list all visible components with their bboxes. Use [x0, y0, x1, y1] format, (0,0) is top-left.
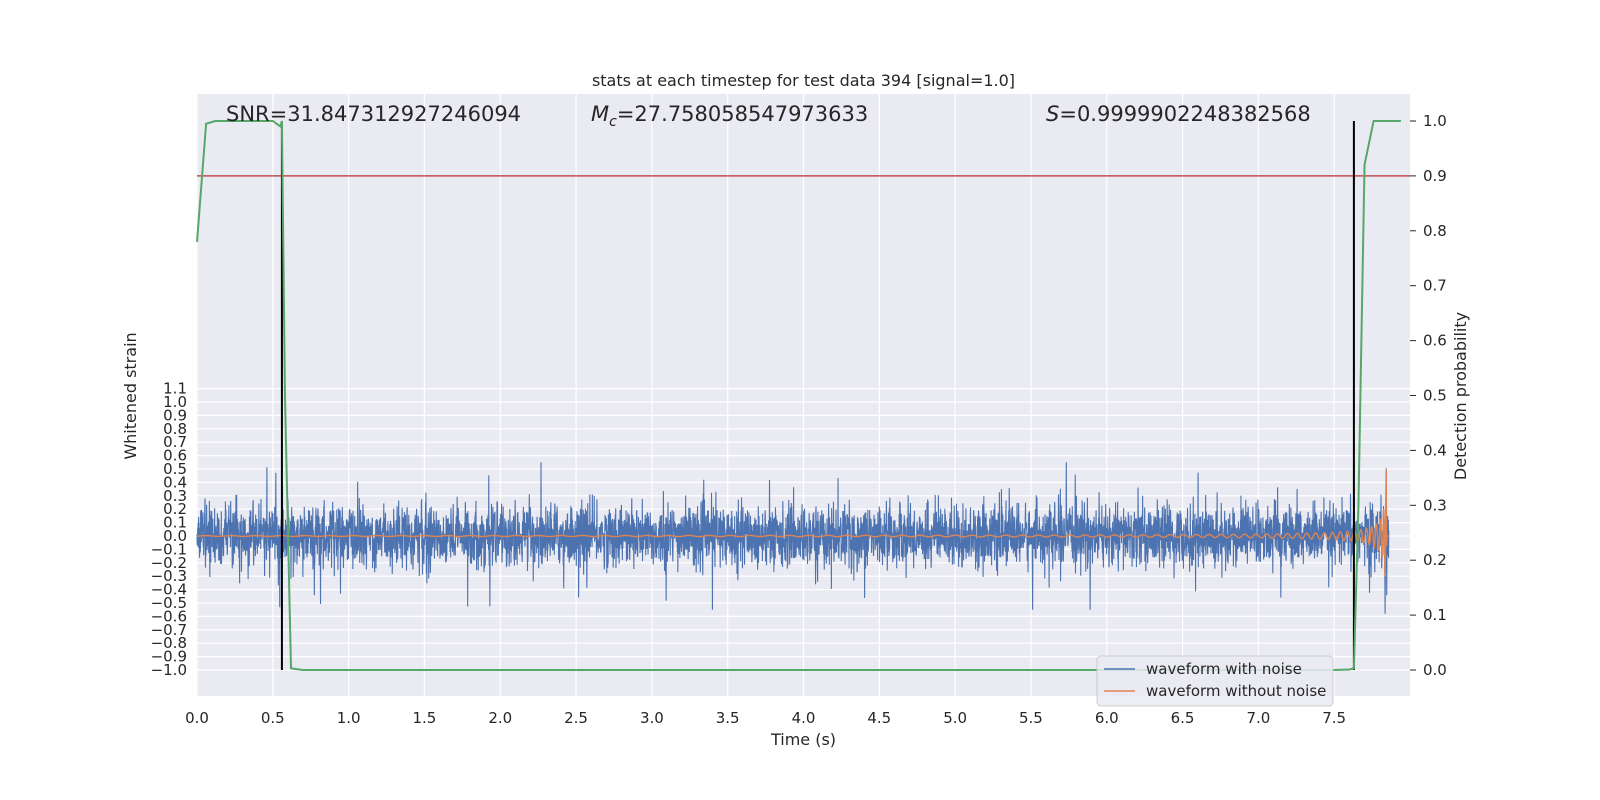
x-tick-label: 0.5 — [261, 709, 285, 727]
y-tick-label-left: 0.8 — [163, 420, 187, 438]
y-tick-label-right: 0.3 — [1423, 496, 1447, 514]
y-tick-label-left: 0.0 — [163, 527, 187, 545]
x-axis-label: Time (s) — [770, 730, 836, 749]
y-tick-label-left: −0.2 — [151, 554, 187, 572]
y-tick-label-left: −0.1 — [151, 540, 187, 558]
x-tick-label: 2.0 — [488, 709, 512, 727]
x-tick-label: 4.5 — [867, 709, 891, 727]
x-tick-label: 3.0 — [640, 709, 664, 727]
snr-annotation: SNR=31.847312927246094 — [226, 102, 521, 126]
mc-value: =27.758058547973633 — [617, 102, 868, 126]
y-tick-label-left: 0.5 — [163, 460, 187, 478]
y-tick-label-left: −0.9 — [151, 648, 187, 666]
s-value: =0.9999902248382568 — [1059, 102, 1310, 126]
x-tick-label: 1.0 — [337, 709, 361, 727]
score-annotation: S=0.9999902248382568 — [1046, 102, 1311, 126]
y-tick-label-right: 0.0 — [1423, 661, 1447, 679]
y-tick-label-right: 1.0 — [1423, 112, 1447, 130]
x-axis-ticks: 0.0 0.5 1.0 1.5 2.0 2.5 3.0 3.5 4.0 4.5 5.0 5.5 6.0 6… — [185, 709, 1346, 727]
y-tick-label-right: 0.6 — [1423, 332, 1447, 350]
y-tick-label-left: −0.5 — [151, 594, 187, 612]
right-axis-ticks: 1.0 0.9 0.8 0.7 0.6 0.5 0.4 0.3 0.2 0.1 0.0 — [1410, 112, 1447, 679]
y-tick-label-right: 0.5 — [1423, 387, 1447, 405]
plot-area — [196, 120, 1410, 671]
series-detection-probability — [196, 120, 1401, 671]
marker-lines — [280, 121, 1355, 670]
x-tick-label: 4.0 — [792, 709, 816, 727]
x-tick-label: 7.5 — [1322, 709, 1346, 727]
y-tick-label-left: 0.9 — [163, 406, 187, 424]
y-tick-label-left: 0.1 — [163, 514, 187, 532]
y-tick-label-left: −0.7 — [151, 621, 187, 639]
y-tick-label-right: 0.9 — [1423, 167, 1447, 185]
y-tick-label-left: −0.6 — [151, 607, 187, 625]
series-waveform-with-noise — [196, 462, 1390, 614]
y-tick-label-left: 0.6 — [163, 447, 187, 465]
x-tick-label: 5.5 — [1019, 709, 1043, 727]
chirp-mass-annotation: Mc=27.758058547973633 — [591, 102, 868, 130]
x-tick-label: 7.0 — [1246, 709, 1270, 727]
y-tick-label-left: −0.8 — [151, 634, 187, 652]
y-tick-label-left: −0.3 — [151, 567, 187, 585]
legend-label-noise: waveform with noise — [1146, 660, 1302, 678]
s-symbol: S — [1046, 102, 1059, 126]
legend: waveform with noise waveform without noi… — [1096, 655, 1334, 707]
y-tick-label-left: 0.3 — [163, 487, 187, 505]
legend-label-clean: waveform without noise — [1146, 682, 1326, 700]
y-tick-label-left: −0.4 — [151, 581, 187, 599]
y-tick-label-right: 0.4 — [1423, 441, 1447, 459]
x-tick-label: 1.5 — [413, 709, 437, 727]
x-tick-label: 0.0 — [185, 709, 209, 727]
y-tick-label-left: 0.2 — [163, 500, 187, 518]
y-tick-label-left: 1.1 — [163, 380, 187, 398]
y-axis-label-right: Detection probability — [1451, 312, 1470, 480]
y-tick-label-left: 1.0 — [163, 393, 187, 411]
x-tick-label: 5.0 — [943, 709, 967, 727]
y-tick-label-left: −1.0 — [151, 661, 187, 679]
y-tick-label-right: 0.1 — [1423, 606, 1447, 624]
series-waveform-without-noise — [196, 469, 1389, 577]
legend-box — [1096, 655, 1334, 707]
y-tick-label-right: 0.2 — [1423, 551, 1447, 569]
y-tick-label-left: 0.7 — [163, 433, 187, 451]
y-tick-label-right: 0.8 — [1423, 222, 1447, 240]
x-tick-label: 6.5 — [1171, 709, 1195, 727]
x-tick-label: 2.5 — [564, 709, 588, 727]
mc-subscript: c — [609, 114, 617, 130]
left-axis-ticks: 1.11.00.90.80.70.60.50.40.30.20.10.0−0.1… — [151, 380, 187, 679]
y-tick-label-left: 0.4 — [163, 473, 187, 491]
y-tick-label-right: 0.7 — [1423, 277, 1447, 295]
y-axis-label-left: Whitened strain — [121, 332, 140, 459]
x-tick-label: 3.5 — [716, 709, 740, 727]
chart-title: stats at each timestep for test data 394… — [592, 71, 1015, 90]
x-tick-label: 6.0 — [1095, 709, 1119, 727]
mc-symbol: M — [591, 102, 609, 126]
